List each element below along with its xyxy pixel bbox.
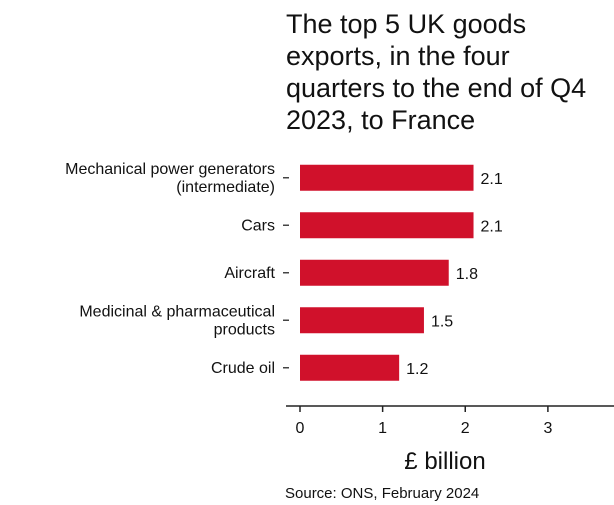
category-label-0-1: (intermediate) <box>176 179 275 196</box>
chart-title-line-4: 2023, to France <box>286 105 475 135</box>
category-label-3-1: products <box>214 321 275 338</box>
x-axis-title: £ billion <box>404 448 485 475</box>
x-tick-label-2: 2 <box>461 420 470 437</box>
x-tick-label-3: 3 <box>543 420 552 437</box>
category-label-1-0: Cars <box>241 217 275 234</box>
x-tick-label-1: 1 <box>378 420 387 437</box>
x-tick-label-0: 0 <box>296 420 305 437</box>
category-label-0-0: Mechanical power generators <box>65 161 275 178</box>
source-note: Source: ONS, February 2024 <box>285 485 479 502</box>
value-label-2: 1.8 <box>456 266 478 283</box>
chart-title-line-1: The top 5 UK goods <box>286 9 526 39</box>
bar-0 <box>300 164 474 191</box>
category-label-4-0: Crude oil <box>211 360 275 377</box>
bar-1 <box>300 212 474 239</box>
value-label-3: 1.5 <box>431 313 453 330</box>
bar-2 <box>300 259 449 286</box>
chart-title: The top 5 UK goods exports, in the four … <box>286 9 586 135</box>
value-label-1: 2.1 <box>481 218 503 235</box>
bar-4 <box>300 354 400 381</box>
chart-title-line-2: exports, in the four <box>286 41 510 71</box>
plot-area: 2.1 Mechanical power generators(intermedi… <box>65 161 614 437</box>
value-label-0: 2.1 <box>481 171 503 188</box>
category-label-3-0: Medicinal & pharmaceutical <box>79 303 275 320</box>
value-label-4: 1.2 <box>406 361 428 378</box>
bar-3 <box>300 307 424 334</box>
chart-title-line-3: quarters to the end of Q4 <box>286 73 586 103</box>
category-label-2-0: Aircraft <box>224 265 275 282</box>
